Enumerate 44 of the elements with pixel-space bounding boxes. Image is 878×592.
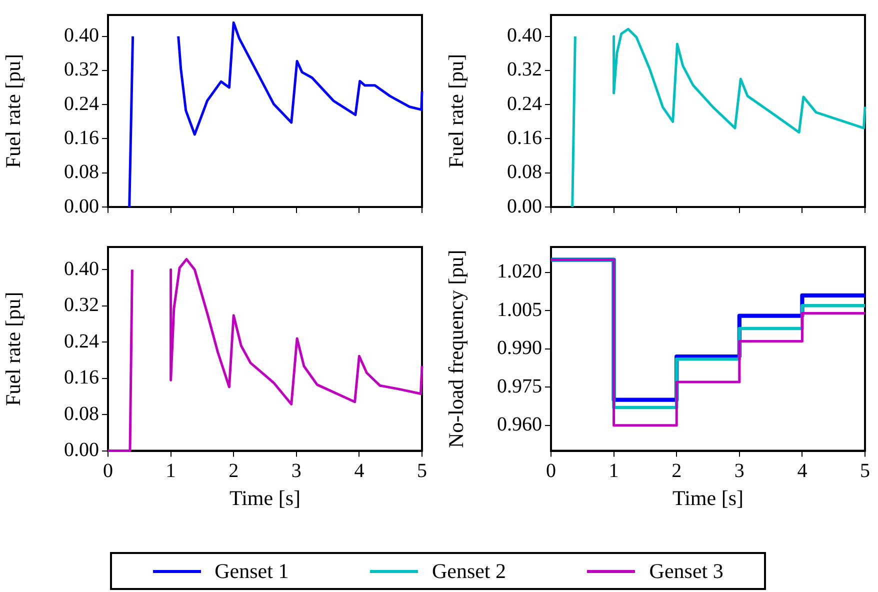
y-tick-label: 0.24 [64,330,99,352]
y-tick-label: 0.40 [64,24,99,47]
y-tick-label: 0.32 [64,58,99,81]
y-tick-label: 0.32 [507,58,542,81]
y-tick-label: 0.40 [507,24,542,47]
y-tick-label: 0.00 [64,195,99,218]
y-tick-label: 0.16 [507,126,542,149]
y-tick-label: 0.24 [64,92,99,115]
y-tick-label: 0.08 [507,161,542,184]
y-tick-label: 0.00 [507,195,542,218]
x-axis-title: Time [s] [230,486,300,510]
y-tick-label: 0.08 [64,402,99,425]
y-tick-label: 0.40 [64,258,99,280]
y-tick-label: 0.08 [64,161,99,184]
y-axis-title: No-load frequency [pu] [444,250,468,448]
y-tick-label: 0.16 [64,126,99,149]
x-tick-label: 0 [546,460,556,482]
y-axis-title: Fuel rate [pu] [1,292,26,406]
x-tick-label: 1 [166,460,176,482]
y-tick-label: 0.975 [497,375,542,398]
y-tick-label: 1.005 [497,298,542,321]
legend-label: Genset 3 [649,558,724,584]
y-tick-label: 0.32 [64,294,99,316]
y-tick-label: 0.24 [507,92,542,115]
x-tick-label: 4 [354,460,364,482]
x-tick-label: 5 [417,460,427,482]
x-axis-title: Time [s] [672,486,744,510]
x-tick-label: 2 [228,460,239,482]
y-tick-label: 1.020 [497,260,542,283]
x-tick-label: 3 [734,460,744,482]
y-axis-title: Fuel rate [pu] [1,54,26,168]
legend-label: Genset 2 [432,558,506,584]
y-axis-title: Fuel rate [pu] [444,54,468,168]
y-tick-label: 0.16 [64,366,99,389]
x-tick-label: 2 [672,460,682,482]
x-tick-label: 4 [797,460,808,482]
x-tick-label: 0 [103,460,113,482]
x-tick-label: 1 [608,460,619,482]
x-tick-label: 3 [291,460,302,482]
y-tick-label: 0.960 [497,414,542,436]
y-tick-label: 0.990 [497,337,542,360]
legend-label: Genset 1 [214,558,289,584]
x-tick-label: 5 [860,460,870,482]
y-tick-label: 0.00 [64,439,99,462]
